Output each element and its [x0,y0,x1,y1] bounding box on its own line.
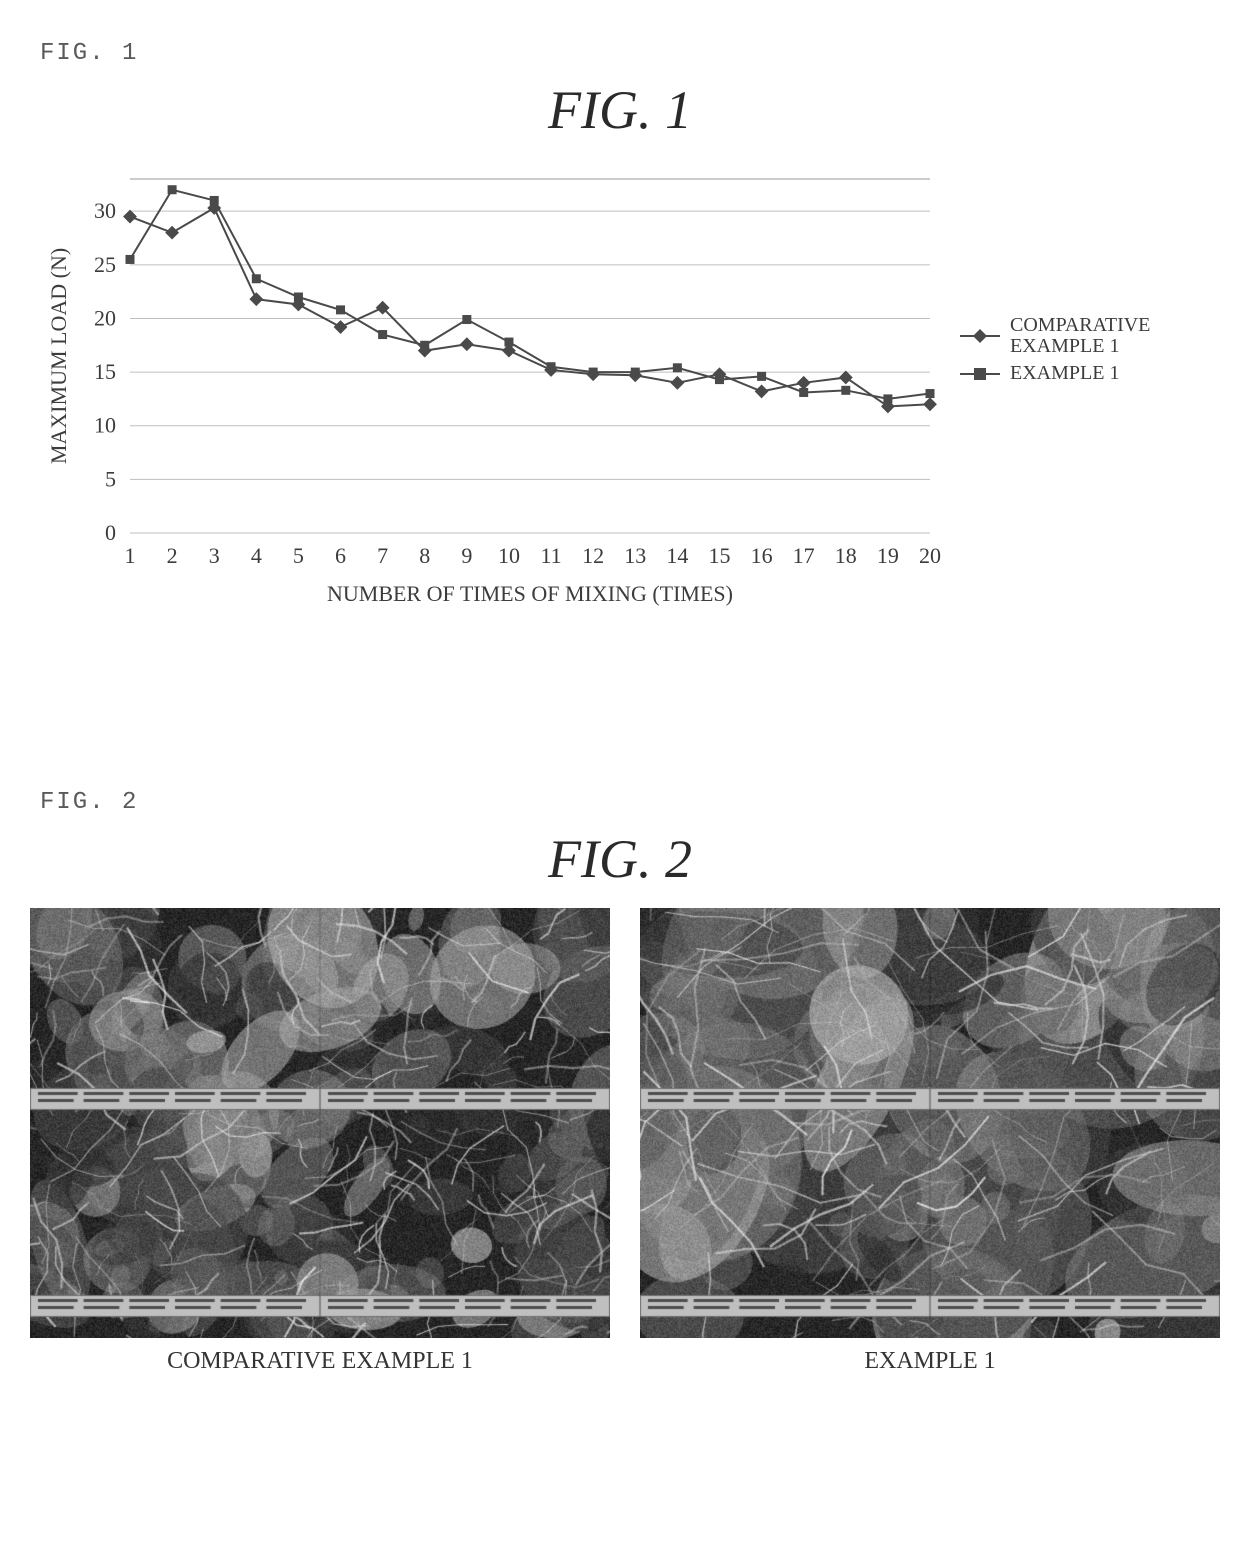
fig1-chart-svg: 0510152025301234567891011121314151617181… [40,159,950,619]
svg-text:17: 17 [793,543,815,568]
svg-text:0: 0 [105,520,116,545]
svg-text:4: 4 [251,543,262,568]
svg-text:1: 1 [125,543,136,568]
svg-text:5: 5 [293,543,304,568]
svg-text:15: 15 [708,543,730,568]
svg-text:11: 11 [540,543,561,568]
svg-text:14: 14 [666,543,688,568]
svg-text:25: 25 [94,252,116,277]
fig1-label: FIG. 1 [40,40,1200,67]
legend-row-example: EXAMPLE 1 [958,363,1150,384]
svg-text:16: 16 [751,543,773,568]
legend-label-example: EXAMPLE 1 [1010,363,1119,384]
legend-marker-square [958,364,1002,384]
svg-text:19: 19 [877,543,899,568]
svg-text:6: 6 [335,543,346,568]
svg-text:30: 30 [94,198,116,223]
svg-text:8: 8 [419,543,430,568]
sem-image-example [640,908,1220,1338]
svg-text:2: 2 [167,543,178,568]
sem-caption-comparative: COMPARATIVE EXAMPLE 1 [30,1348,610,1375]
svg-text:10: 10 [94,413,116,438]
svg-text:7: 7 [377,543,388,568]
svg-text:20: 20 [94,305,116,330]
svg-text:10: 10 [498,543,520,568]
svg-text:3: 3 [209,543,220,568]
svg-text:NUMBER OF TIMES OF MIXING (TIM: NUMBER OF TIMES OF MIXING (TIMES) [327,581,733,606]
svg-text:15: 15 [94,359,116,384]
svg-text:12: 12 [582,543,604,568]
svg-text:20: 20 [919,543,941,568]
legend-row-comparative: COMPARATIVEEXAMPLE 1 [958,315,1150,357]
svg-text:5: 5 [105,466,116,491]
svg-text:18: 18 [835,543,857,568]
sem-panel-example: EXAMPLE 1 [640,908,1220,1375]
fig1-legend: COMPARATIVEEXAMPLE 1 EXAMPLE 1 [958,309,1150,390]
svg-text:MAXIMUM LOAD (N): MAXIMUM LOAD (N) [46,248,71,464]
sem-image-comparative [30,908,610,1338]
legend-marker-diamond [958,326,1002,346]
svg-text:13: 13 [624,543,646,568]
legend-label-comparative: COMPARATIVEEXAMPLE 1 [1010,315,1150,357]
fig1-title: FIG. 1 [40,79,1200,141]
sem-caption-example: EXAMPLE 1 [640,1348,1220,1375]
fig2-label: FIG. 2 [40,789,1200,816]
fig1-chart-block: 0510152025301234567891011121314151617181… [40,159,1200,619]
sem-panel-comparative: COMPARATIVE EXAMPLE 1 [30,908,610,1375]
fig2-title: FIG. 2 [40,828,1200,890]
svg-text:9: 9 [461,543,472,568]
fig2-sem-row: COMPARATIVE EXAMPLE 1 EXAMPLE 1 [30,908,1200,1375]
